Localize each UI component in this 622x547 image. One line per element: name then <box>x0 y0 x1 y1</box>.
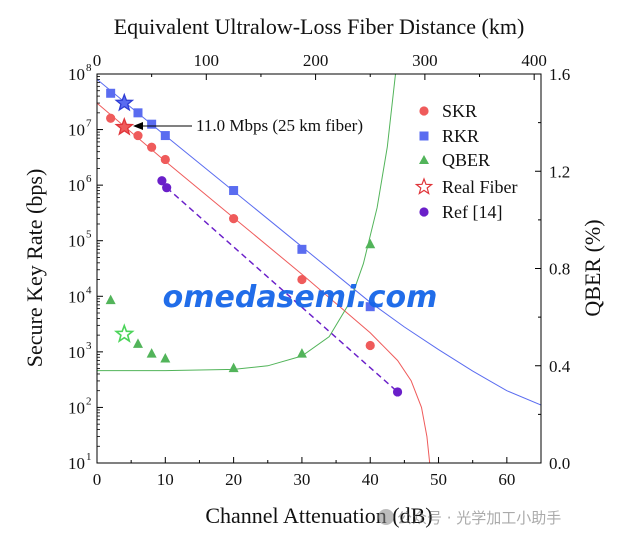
qber-point <box>228 362 239 373</box>
annotation-text: 11.0 Mbps (25 km fiber) <box>196 116 363 135</box>
right-axis-tick-label: 1.2 <box>549 162 570 181</box>
left-axis-tick-label: 10 <box>68 176 85 195</box>
bottom-axis-tick-label: 10 <box>157 470 174 489</box>
right-axis-tick-label: 0.4 <box>549 357 571 376</box>
real-fiber-rkr-star <box>114 92 135 112</box>
qber-point <box>132 338 143 348</box>
left-axis-tick-label: 10 <box>68 454 85 473</box>
top-axis-tick-label: 400 <box>521 51 547 70</box>
left-axis-tick-exponent: 8 <box>86 62 92 74</box>
legend-real-fiber-marker <box>414 177 434 195</box>
left-axis-tick-label: 10 <box>68 232 85 251</box>
left-axis-tick-label: 10 <box>68 343 85 362</box>
right-axis-tick-label: 0.0 <box>549 454 570 473</box>
rkr-fit-curve <box>97 79 541 406</box>
bottom-axis-tick-label: 50 <box>430 470 447 489</box>
curves-layer <box>97 74 541 463</box>
skr-point <box>160 154 170 165</box>
watermark-logo-icon <box>378 509 394 525</box>
rkr-point <box>297 244 307 254</box>
skr-point <box>133 130 143 141</box>
skr-point <box>106 113 116 123</box>
rkr-point <box>133 108 143 118</box>
bottom-axis-tick-label: 60 <box>498 470 515 489</box>
top-axis-tick-label: 200 <box>303 51 329 70</box>
real-fiber-skr-star <box>114 116 135 136</box>
right-axis-tick-label: 1.6 <box>549 65 570 84</box>
legend-skr-label: SKR <box>442 101 477 121</box>
rkr-point <box>365 302 375 312</box>
legend-qber-label: QBER <box>442 150 490 170</box>
rkr-point <box>160 131 170 141</box>
left-axis-tick-label: 10 <box>68 287 85 306</box>
top-axis-tick-label: 0 <box>93 51 102 70</box>
left-axis-tick-exponent: 5 <box>86 229 92 241</box>
legend-qber-marker <box>419 155 429 164</box>
bottom-axis-tick-label: 40 <box>362 470 379 489</box>
legend-ref-label: Ref [14] <box>442 202 502 222</box>
legend-skr-marker <box>419 106 429 116</box>
ref-point <box>162 183 172 193</box>
ref-point <box>157 176 167 186</box>
bottom-axis-tick-label: 20 <box>225 470 242 489</box>
ref-dashed-line <box>166 187 399 393</box>
qber-point <box>160 352 171 363</box>
points-layer <box>105 88 403 397</box>
qber-point <box>296 348 307 358</box>
right-axis-label: QBER (%) <box>580 219 605 316</box>
right-axis-tick-label: 0.8 <box>549 260 570 279</box>
skr-point <box>147 142 157 152</box>
ref-point <box>392 387 403 397</box>
skr-point <box>229 214 239 224</box>
skr-point <box>365 340 375 351</box>
top-axis-tick-label: 100 <box>194 51 220 70</box>
legend: SKR RKR QBER Real Fiber Ref [14] <box>414 101 517 222</box>
legend-ref-marker <box>419 207 429 217</box>
watermark-source: 公众号 · 光学加工小助手 <box>378 509 561 527</box>
left-axis-tick-exponent: 3 <box>86 340 92 352</box>
left-axis-tick-exponent: 6 <box>86 173 92 185</box>
skr-point <box>297 274 307 285</box>
qber-point <box>146 348 157 358</box>
annotation-arrow-head <box>133 122 143 130</box>
left-axis-tick-label: 10 <box>68 121 85 140</box>
left-axis-tick-exponent: 4 <box>86 284 92 296</box>
plot-frame <box>96 73 542 464</box>
left-axis-tick-label: 10 <box>68 65 85 84</box>
bottom-axis-tick-label: 0 <box>93 470 102 489</box>
watermark-brand: omedasemi.com <box>163 280 438 315</box>
left-axis-tick-exponent: 1 <box>86 451 92 463</box>
annotation: 11.0 Mbps (25 km fiber) <box>133 116 363 135</box>
qber-point <box>105 294 116 305</box>
bottom-axis-tick-label: 30 <box>293 470 310 489</box>
rkr-point <box>106 88 116 98</box>
left-axis-label: Secure Key Rate (bps) <box>22 169 47 368</box>
legend-rkr-marker <box>419 131 429 141</box>
qber-point <box>365 238 376 249</box>
top-axis-tick-label: 300 <box>412 51 438 70</box>
left-axis-tick-exponent: 7 <box>86 118 92 130</box>
skr-fit-curve <box>97 102 431 463</box>
legend-rkr-label: RKR <box>442 126 479 146</box>
legend-real-fiber-label: Real Fiber <box>442 177 517 197</box>
left-axis-tick-label: 10 <box>68 398 85 417</box>
real-fiber-qber-star <box>113 323 135 343</box>
top-axis-label: Equivalent Ultralow-Loss Fiber Distance … <box>114 14 525 39</box>
qber-fit-curve <box>97 74 396 372</box>
left-axis-tick-exponent: 2 <box>86 395 92 407</box>
rkr-point <box>229 186 239 196</box>
watermark-source-text: 公众号 · 光学加工小助手 <box>397 509 561 527</box>
bottom-axis-label: Channel Attenuation (dB) <box>205 503 432 528</box>
rkr-point <box>147 119 157 129</box>
